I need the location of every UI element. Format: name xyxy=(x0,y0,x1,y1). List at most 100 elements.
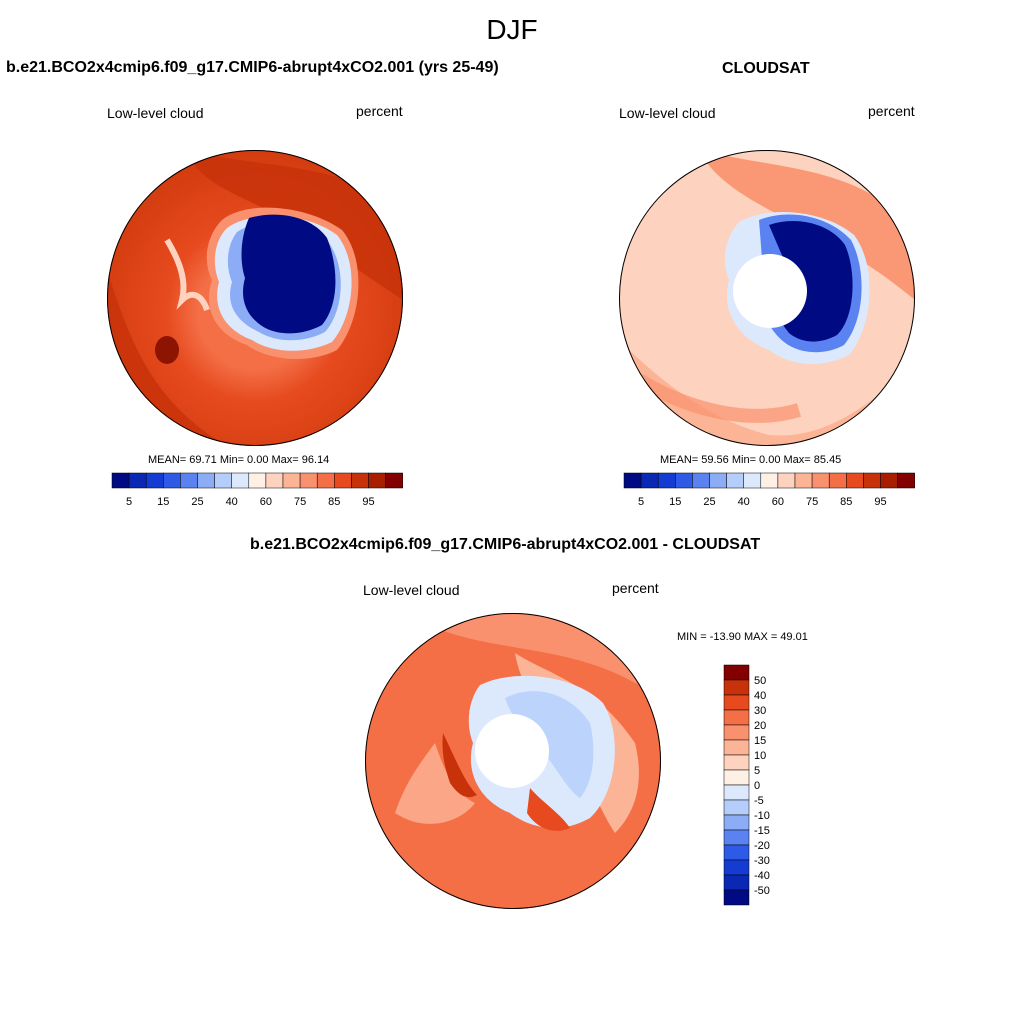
panel2-title: CLOUDSAT xyxy=(722,60,810,77)
panel2-variable-label: Low-level cloud xyxy=(619,105,716,121)
colorbar-tick-label: 40 xyxy=(754,690,766,702)
panel2-map xyxy=(619,150,915,446)
colorbar-swatch xyxy=(723,754,750,771)
colorbar-tick-label: -10 xyxy=(754,810,770,822)
colorbar-swatch xyxy=(385,472,403,489)
colorbar-swatch xyxy=(723,814,750,831)
colorbar-tick-label: 15 xyxy=(669,496,681,508)
panel1-units-label: percent xyxy=(356,103,403,119)
colorbar-swatch xyxy=(897,472,915,489)
panel3-stats: MIN = -13.90 MAX = 49.01 xyxy=(677,631,808,643)
colorbar-tick-label: 25 xyxy=(703,496,715,508)
colorbar-tick-label: 60 xyxy=(772,496,784,508)
colorbar-swatch xyxy=(128,472,147,489)
panel1-stats: MEAN= 69.71 Min= 0.00 Max= 96.14 xyxy=(148,454,330,466)
colorbar-swatch xyxy=(334,472,352,489)
colorbar-tick-label: 60 xyxy=(260,496,272,508)
colorbar-swatch xyxy=(163,472,181,489)
colorbar-swatch xyxy=(316,472,335,489)
colorbar-swatch xyxy=(723,844,750,861)
colorbar-swatch xyxy=(863,472,881,489)
colorbar-swatch xyxy=(723,694,750,711)
colorbar-swatch xyxy=(760,472,779,489)
panel2-map-border xyxy=(619,150,915,446)
colorbar-swatch xyxy=(214,472,232,489)
colorbar-swatch xyxy=(723,874,750,891)
panel1-field xyxy=(107,150,403,446)
panel3-map-border xyxy=(365,613,661,909)
colorbar-swatch xyxy=(231,472,250,489)
colorbar-tick-label: -5 xyxy=(754,795,764,807)
colorbar-swatch xyxy=(726,472,744,489)
colorbar-swatch xyxy=(368,472,386,489)
colorbar-swatch xyxy=(197,472,215,489)
colorbar-swatch xyxy=(180,472,198,489)
panel2-missing-data-hole xyxy=(733,254,807,328)
colorbar-tick-label: 50 xyxy=(754,675,766,687)
panel3-missing-data-hole xyxy=(475,714,549,788)
colorbar-swatch xyxy=(723,679,750,696)
colorbar-swatch xyxy=(777,472,796,489)
colorbar-swatch xyxy=(265,472,284,489)
colorbar-tick-label: -40 xyxy=(754,870,770,882)
panel2-units-label: percent xyxy=(868,103,915,119)
colorbar-tick-label: 40 xyxy=(226,496,238,508)
colorbar-swatch xyxy=(723,784,750,801)
colorbar-swatch xyxy=(723,889,750,906)
colorbar-swatch xyxy=(723,859,750,876)
colorbar-swatch xyxy=(828,472,847,489)
colorbar-swatch xyxy=(723,709,750,726)
colorbar-swatch xyxy=(723,724,750,741)
season-title: DJF xyxy=(486,14,538,45)
colorbar-swatch xyxy=(282,472,301,489)
colorbar-tick-label: 85 xyxy=(840,496,852,508)
colorbar-swatch xyxy=(743,472,762,489)
colorbar-swatch xyxy=(111,472,130,489)
colorbar-tick-label: 85 xyxy=(328,496,340,508)
colorbar-tick-label: 75 xyxy=(806,496,818,508)
colorbar-swatch xyxy=(794,472,813,489)
colorbar-swatch xyxy=(723,739,750,756)
colorbar-tick-label: 5 xyxy=(754,765,760,777)
colorbar-tick-label: 5 xyxy=(638,496,644,508)
panel2-stats: MEAN= 59.56 Min= 0.00 Max= 85.45 xyxy=(660,454,842,466)
panel3-map xyxy=(365,613,661,909)
colorbar-swatch xyxy=(723,799,750,816)
colorbar-tick-label: -30 xyxy=(754,855,770,867)
colorbar-tick-label: 0 xyxy=(754,780,760,792)
colorbar-swatch xyxy=(623,472,642,489)
colorbar-tick-label: 20 xyxy=(754,720,766,732)
colorbar-swatch xyxy=(675,472,693,489)
colorbar-swatch xyxy=(709,472,727,489)
colorbar-tick-label: 10 xyxy=(754,750,766,762)
colorbar-swatch xyxy=(640,472,659,489)
colorbar-swatch xyxy=(351,472,369,489)
colorbar-tick-label: 75 xyxy=(294,496,306,508)
colorbar-tick-label: 95 xyxy=(362,496,374,508)
colorbar-swatch xyxy=(723,769,750,786)
colorbar-swatch xyxy=(145,472,164,489)
panel1-map xyxy=(107,150,403,446)
panel1-colorbar: 5 15 25 40 60 75 85 95 xyxy=(111,472,403,508)
colorbar-tick-label: -50 xyxy=(754,885,770,897)
panel1-map-border xyxy=(107,150,403,446)
panel1-variable-label: Low-level cloud xyxy=(107,105,204,121)
colorbar-tick-label: 15 xyxy=(754,735,766,747)
colorbar-tick-label: 15 xyxy=(157,496,169,508)
panel3-units-label: percent xyxy=(612,580,659,596)
panel3-variable-label: Low-level cloud xyxy=(363,582,460,598)
colorbar-swatch xyxy=(723,829,750,846)
panel3-title: b.e21.BCO2x4cmip6.f09_g17.CMIP6-abrupt4x… xyxy=(250,536,761,553)
colorbar-tick-label: 95 xyxy=(874,496,886,508)
colorbar-swatch xyxy=(248,472,267,489)
colorbar-tick-label: -20 xyxy=(754,840,770,852)
colorbar-swatch xyxy=(692,472,710,489)
colorbar-tick-label: -15 xyxy=(754,825,770,837)
colorbar-swatch xyxy=(657,472,676,489)
colorbar-swatch xyxy=(846,472,864,489)
colorbar-swatch xyxy=(811,472,830,489)
colorbar-tick-label: 40 xyxy=(738,496,750,508)
panel2-colorbar: 5 15 25 40 60 75 85 95 xyxy=(623,472,915,508)
colorbar-swatch xyxy=(723,664,750,681)
